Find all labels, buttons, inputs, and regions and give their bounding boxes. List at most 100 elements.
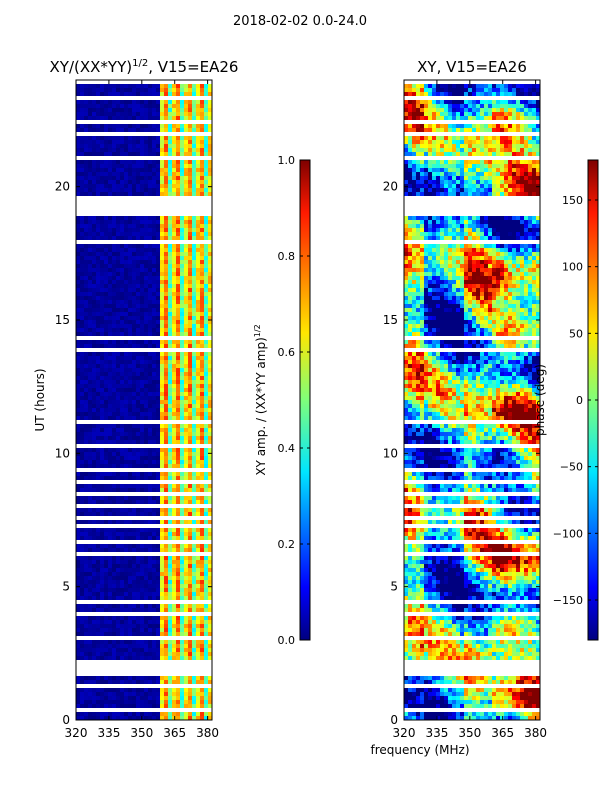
left-heatmap-cell — [144, 556, 149, 561]
left-heatmap-cell — [192, 212, 197, 217]
left-heatmap-cell — [180, 124, 185, 129]
left-heatmap-cell — [144, 588, 149, 593]
left-heatmap-cell — [184, 536, 189, 541]
left-heatmap-cell — [136, 280, 141, 285]
left-heatmap-cell — [84, 296, 89, 301]
left-heatmap-cell — [156, 540, 161, 545]
left-heatmap-cell — [188, 352, 193, 357]
left-heatmap-cell — [176, 664, 181, 669]
left-heatmap-cell — [164, 424, 169, 429]
left-heatmap-cell — [208, 88, 212, 93]
left-heatmap-cell — [148, 584, 153, 589]
left-heatmap-cell — [88, 184, 93, 189]
left-heatmap-cell — [120, 240, 125, 245]
left-heatmap-cell — [116, 204, 121, 209]
left-heatmap-cell — [164, 376, 169, 381]
left-heatmap-cell — [120, 148, 125, 153]
left-heatmap-cell — [160, 424, 165, 429]
left-heatmap-cell — [176, 620, 181, 625]
left-heatmap-cell — [112, 588, 117, 593]
left-heatmap-cell — [76, 84, 81, 89]
left-heatmap-cell — [96, 116, 101, 121]
left-heatmap-cell — [92, 628, 97, 633]
left-heatmap-cell — [92, 520, 97, 525]
left-heatmap-cell — [196, 280, 201, 285]
left-heatmap-cell — [164, 388, 169, 393]
left-heatmap-cell — [144, 628, 149, 633]
left-heatmap-cell — [92, 140, 97, 145]
left-heatmap-cell — [180, 572, 185, 577]
left-heatmap-cell — [152, 516, 157, 521]
left-heatmap-cell — [172, 432, 177, 437]
left-heatmap-cell — [172, 492, 177, 497]
left-heatmap-cell — [180, 436, 185, 441]
left-heatmap-cell — [188, 136, 193, 141]
left-heatmap-cell — [168, 332, 173, 337]
left-heatmap-cell — [136, 108, 141, 113]
left-heatmap-cell — [192, 576, 197, 581]
left-heatmap-cell — [84, 392, 89, 397]
left-heatmap-cell — [88, 92, 93, 97]
left-heatmap-cell — [108, 248, 113, 253]
left-heatmap-cell — [132, 160, 137, 165]
left-heatmap-cell — [120, 280, 125, 285]
left-heatmap-cell — [188, 244, 193, 249]
left-heatmap-cell — [200, 408, 205, 413]
left-heatmap-cell — [180, 236, 185, 241]
left-heatmap-cell — [104, 400, 109, 405]
left-heatmap-cell — [112, 104, 117, 109]
left-heatmap-cell — [112, 400, 117, 405]
left-heatmap-cell — [192, 160, 197, 165]
left-heatmap-cell — [124, 348, 129, 353]
left-heatmap-cell — [132, 468, 137, 473]
left-heatmap-cell — [104, 552, 109, 557]
left-heatmap-cell — [204, 268, 209, 273]
left-heatmap-cell — [88, 448, 93, 453]
left-heatmap-cell — [120, 612, 125, 617]
left-heatmap-cell — [92, 664, 97, 669]
left-heatmap-cell — [76, 556, 81, 561]
left-heatmap-cell — [184, 584, 189, 589]
left-heatmap-cell — [152, 580, 157, 585]
left-heatmap-cell — [204, 468, 209, 473]
left-heatmap-cell — [188, 256, 193, 261]
left-heatmap-cell — [156, 504, 161, 509]
left-heatmap-cell — [168, 632, 173, 637]
left-heatmap-cell — [132, 108, 137, 113]
left-heatmap-cell — [208, 292, 212, 297]
left-heatmap-cell — [108, 344, 113, 349]
left-heatmap-cell — [192, 404, 197, 409]
left-heatmap-cell — [124, 372, 129, 377]
left-heatmap-cell — [132, 584, 137, 589]
left-heatmap-cell — [128, 596, 133, 601]
left-heatmap-cell — [108, 104, 113, 109]
left-heatmap-cell — [100, 640, 105, 645]
left-heatmap-cell — [120, 620, 125, 625]
left-heatmap-cell — [132, 136, 137, 141]
left-heatmap-cell — [204, 576, 209, 581]
left-heatmap-cell — [120, 484, 125, 489]
left-heatmap-cell — [148, 372, 153, 377]
left-heatmap-cell — [200, 280, 205, 285]
left-heatmap-cell — [184, 644, 189, 649]
left-heatmap-cell — [152, 644, 157, 649]
left-heatmap-cell — [160, 304, 165, 309]
left-heatmap-cell — [176, 504, 181, 509]
left-heatmap-cell — [172, 644, 177, 649]
left-heatmap-cell — [208, 656, 212, 661]
left-heatmap-cell — [76, 88, 81, 93]
left-heatmap-cell — [184, 532, 189, 537]
left-heatmap-cell — [152, 224, 157, 229]
left-heatmap-cell — [112, 196, 117, 201]
left-heatmap-cell — [132, 344, 137, 349]
left-heatmap-cell — [108, 516, 113, 521]
left-heatmap-cell — [76, 268, 81, 273]
left-heatmap-cell — [140, 452, 145, 457]
left-heatmap-cell — [192, 528, 197, 533]
left-heatmap-cell — [176, 480, 181, 485]
left-heatmap-cell — [128, 348, 133, 353]
left-heatmap-cell — [168, 296, 173, 301]
left-heatmap-cell — [76, 432, 81, 437]
left-heatmap-cell — [112, 256, 117, 261]
left-heatmap-cell — [92, 444, 97, 449]
